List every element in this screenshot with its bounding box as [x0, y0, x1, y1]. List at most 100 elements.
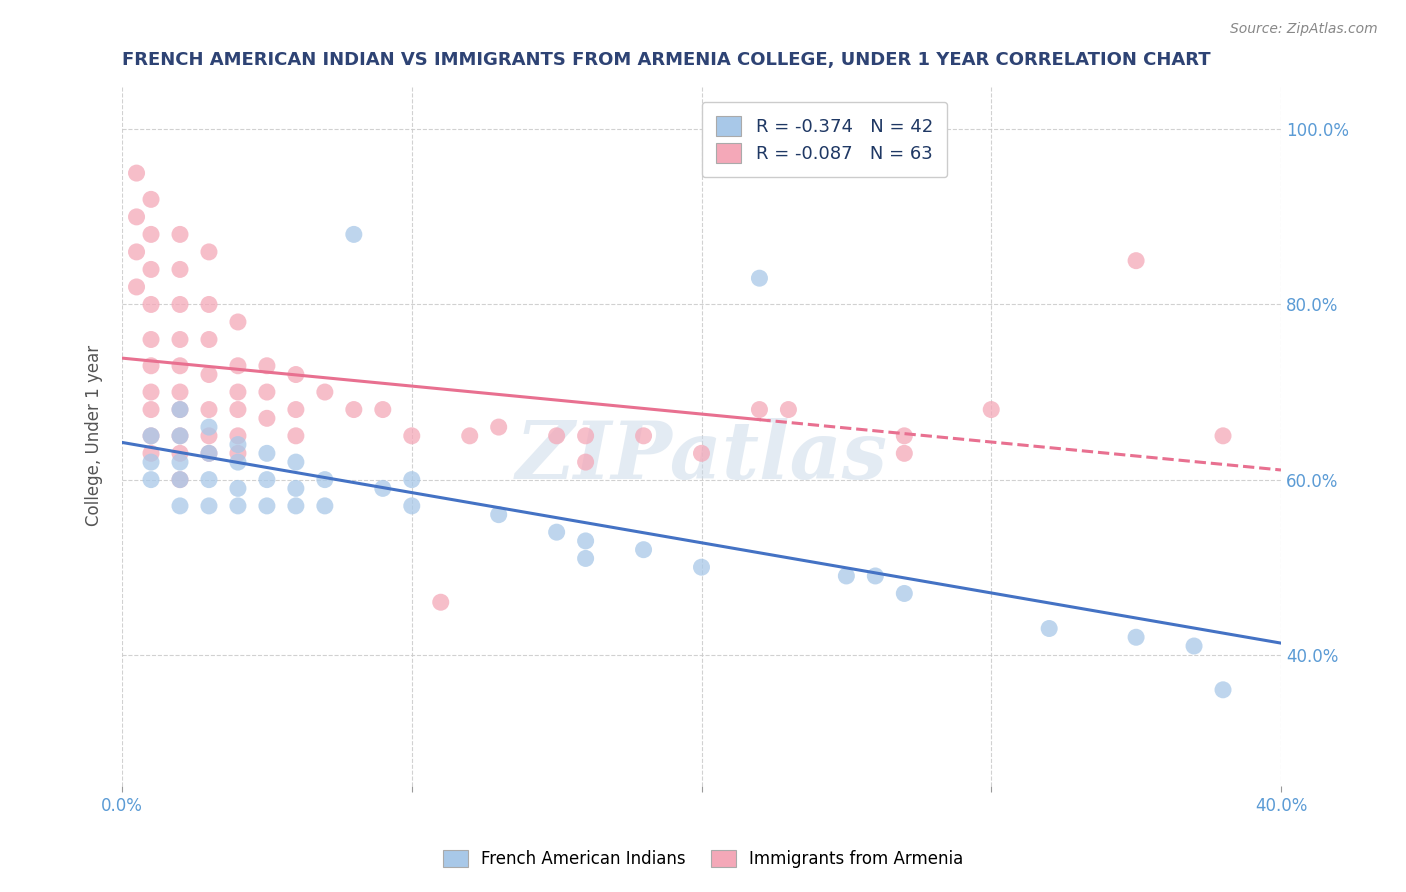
Point — [343, 402, 366, 417]
Point — [125, 210, 148, 224]
Point — [226, 455, 249, 469]
Point — [125, 244, 148, 259]
Text: Source: ZipAtlas.com: Source: ZipAtlas.com — [1230, 22, 1378, 37]
Point — [198, 473, 221, 487]
Point — [169, 402, 191, 417]
Point — [198, 297, 221, 311]
Point — [575, 551, 598, 566]
Point — [139, 429, 162, 443]
Point — [401, 499, 423, 513]
Point — [198, 499, 221, 513]
Legend: R = -0.374   N = 42, R = -0.087   N = 63: R = -0.374 N = 42, R = -0.087 N = 63 — [702, 102, 948, 178]
Point — [284, 368, 307, 382]
Text: FRENCH AMERICAN INDIAN VS IMMIGRANTS FROM ARMENIA COLLEGE, UNDER 1 YEAR CORRELAT: FRENCH AMERICAN INDIAN VS IMMIGRANTS FRO… — [122, 51, 1211, 69]
Point — [256, 411, 278, 425]
Point — [198, 368, 221, 382]
Point — [125, 166, 148, 180]
Point — [284, 402, 307, 417]
Point — [169, 385, 191, 400]
Point — [198, 420, 221, 434]
Point — [633, 429, 655, 443]
Text: ZIPatlas: ZIPatlas — [516, 418, 887, 496]
Point — [125, 280, 148, 294]
Point — [1125, 253, 1147, 268]
Point — [284, 429, 307, 443]
Point — [139, 473, 162, 487]
Point — [169, 262, 191, 277]
Point — [139, 193, 162, 207]
Point — [893, 446, 915, 460]
Legend: French American Indians, Immigrants from Armenia: French American Indians, Immigrants from… — [436, 843, 970, 875]
Point — [198, 244, 221, 259]
Point — [690, 446, 713, 460]
Point — [198, 429, 221, 443]
Y-axis label: College, Under 1 year: College, Under 1 year — [86, 345, 103, 526]
Point — [139, 333, 162, 347]
Point — [1125, 630, 1147, 644]
Point — [226, 429, 249, 443]
Point — [226, 482, 249, 496]
Point — [314, 499, 336, 513]
Point — [284, 455, 307, 469]
Point — [139, 455, 162, 469]
Point — [314, 473, 336, 487]
Point — [139, 227, 162, 242]
Point — [546, 525, 568, 540]
Point — [980, 402, 1002, 417]
Point — [226, 437, 249, 451]
Point — [226, 359, 249, 373]
Point — [169, 455, 191, 469]
Point — [1182, 639, 1205, 653]
Point — [226, 499, 249, 513]
Point — [429, 595, 451, 609]
Point — [226, 315, 249, 329]
Point — [139, 262, 162, 277]
Point — [169, 473, 191, 487]
Point — [575, 533, 598, 548]
Point — [198, 446, 221, 460]
Point — [198, 402, 221, 417]
Point — [169, 297, 191, 311]
Point — [893, 429, 915, 443]
Point — [169, 227, 191, 242]
Point — [256, 473, 278, 487]
Point — [748, 271, 770, 285]
Point — [401, 429, 423, 443]
Point — [371, 402, 394, 417]
Point — [139, 297, 162, 311]
Point — [371, 482, 394, 496]
Point — [169, 402, 191, 417]
Point — [690, 560, 713, 574]
Point — [343, 227, 366, 242]
Point — [748, 402, 770, 417]
Point — [169, 333, 191, 347]
Point — [226, 385, 249, 400]
Point — [458, 429, 481, 443]
Point — [226, 402, 249, 417]
Point — [865, 569, 887, 583]
Point — [256, 359, 278, 373]
Point — [633, 542, 655, 557]
Point — [139, 446, 162, 460]
Point — [198, 446, 221, 460]
Point — [198, 333, 221, 347]
Point — [1212, 429, 1234, 443]
Point — [546, 429, 568, 443]
Point — [1038, 622, 1060, 636]
Point — [575, 455, 598, 469]
Point — [284, 482, 307, 496]
Point — [256, 446, 278, 460]
Point — [284, 499, 307, 513]
Point — [488, 508, 510, 522]
Point — [139, 402, 162, 417]
Point — [169, 446, 191, 460]
Point — [575, 429, 598, 443]
Point — [226, 446, 249, 460]
Point — [139, 385, 162, 400]
Point — [401, 473, 423, 487]
Point — [835, 569, 858, 583]
Point — [139, 429, 162, 443]
Point — [169, 429, 191, 443]
Point — [488, 420, 510, 434]
Point — [256, 499, 278, 513]
